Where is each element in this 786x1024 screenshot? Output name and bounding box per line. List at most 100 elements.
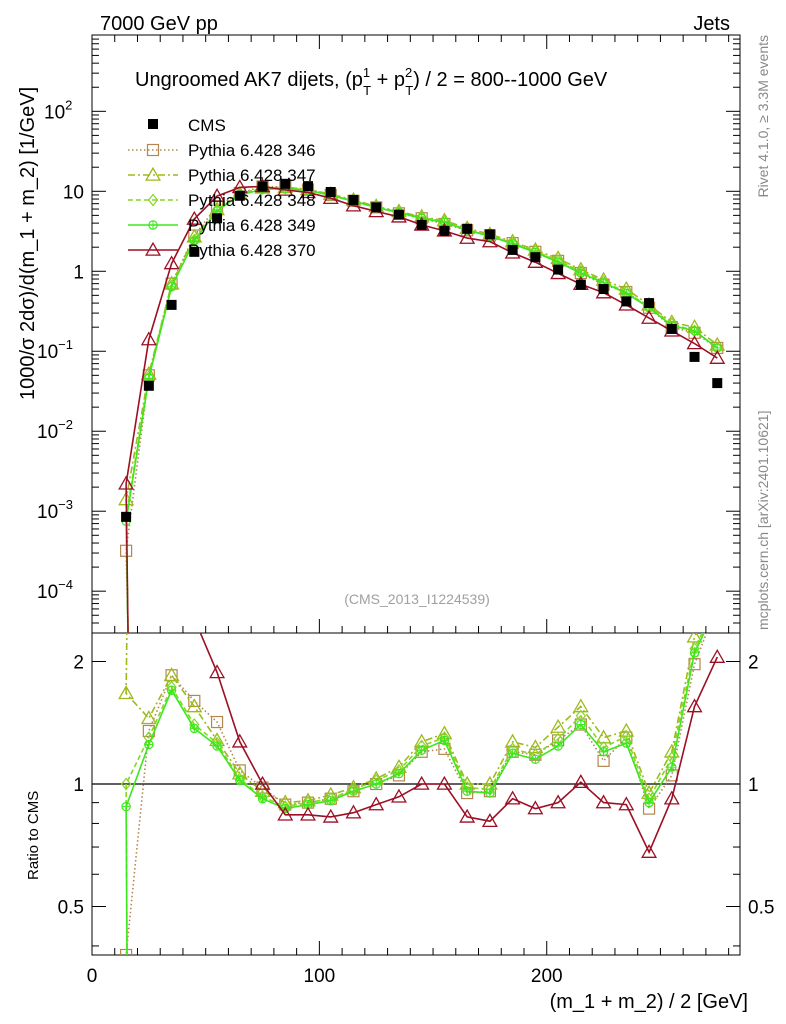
legend-label-p347: Pythia 6.428 347 — [188, 166, 316, 185]
lower-point-p346 — [210, 715, 224, 729]
cms-point — [439, 225, 450, 236]
lower-point-p370 — [254, 775, 271, 790]
lower-point-p370 — [277, 806, 294, 821]
lower-point-p370 — [300, 806, 316, 821]
upper-point-p370 — [277, 181, 294, 196]
lower-point-p370 — [663, 790, 680, 805]
upper-point-p370 — [186, 210, 203, 225]
lower-ytick-label: 1 — [73, 775, 84, 796]
upper-ytick-label: 10 — [63, 182, 84, 203]
cms-point — [371, 202, 382, 213]
lower-point-p346 — [120, 948, 133, 955]
lower-point-p347 — [118, 685, 135, 700]
upper-axes: 10−4 10−3 10−2 10−1 1 10 102 — [37, 35, 740, 634]
legend-marker-p346 — [146, 143, 160, 157]
legend-marker-cms — [148, 119, 158, 129]
upper-point-p370 — [300, 184, 316, 199]
lower-ytick-label: 2 — [73, 653, 84, 674]
upper-ytick-label: 10−3 — [37, 497, 73, 523]
cms-point — [416, 219, 427, 230]
lower-point-p370 — [322, 808, 339, 823]
legend-label-p348: Pythia 6.428 348 — [188, 191, 316, 210]
cms-point — [257, 181, 268, 192]
header-left: 7000 GeV pp — [100, 13, 218, 35]
lower-series — [118, 633, 726, 955]
lower-point-p370 — [618, 796, 635, 811]
upper-point-p370 — [709, 349, 726, 364]
cms-point — [143, 380, 154, 391]
cms-point — [484, 229, 495, 240]
upper-point-p370 — [209, 187, 226, 202]
cms-point — [212, 213, 223, 224]
upper-ytick-label: 1 — [73, 262, 84, 283]
lower-series-p349 — [121, 633, 705, 955]
cms-point — [666, 323, 677, 334]
upper-point-p370 — [118, 475, 135, 490]
lower-point-p347 — [504, 733, 521, 748]
legend-label-p349: Pythia 6.428 349 — [188, 216, 316, 235]
legend: CMS Pythia 6.428 346 Pythia 6.428 347 Pythi… — [128, 116, 316, 260]
cms-point — [166, 299, 177, 310]
lower-point-p370 — [413, 775, 430, 790]
lower-frame — [91, 632, 741, 956]
lower-series-p370 — [199, 633, 726, 858]
lower-point-p370 — [527, 800, 544, 815]
lower-line-p348 — [125, 633, 704, 955]
legend-marker-p348 — [147, 193, 159, 207]
lower-point-p347 — [527, 739, 544, 754]
cms-point — [644, 298, 655, 309]
cms-point — [303, 181, 313, 192]
lower-point-p370 — [641, 843, 658, 858]
upper-point-p370 — [686, 335, 703, 350]
cms-point — [553, 264, 564, 275]
xlabel: (m_1 + m_2) / 2 [GeV] — [550, 991, 748, 1013]
cms-point — [393, 209, 404, 220]
upper-ytick-label: 102 — [44, 97, 72, 123]
lower-series-p347 — [118, 633, 703, 809]
upper-ytick-label: 10−1 — [37, 337, 73, 363]
cms-point — [575, 279, 586, 290]
upper-series-cms — [121, 178, 723, 522]
header-right: Jets — [693, 13, 730, 35]
lower-ytick-label: 0.5 — [58, 897, 84, 918]
upper-point-p370 — [140, 331, 157, 346]
cms-point — [348, 194, 359, 205]
lower-point-p370 — [595, 794, 612, 809]
lower-line-p370 — [199, 633, 719, 855]
lower-point-p370 — [686, 698, 703, 713]
side-mcplots: mcplots.cern.ch [arXiv:2401.10621] — [755, 411, 771, 630]
lower-ytick-label-right: 0.5 — [748, 897, 774, 918]
lower-point-p370 — [459, 808, 476, 823]
upper-point-p370 — [163, 255, 180, 270]
lower-point-p347 — [186, 698, 203, 713]
upper-ytick-label: 10−4 — [37, 577, 73, 603]
lower-point-p370 — [231, 733, 248, 748]
lower-point-p370 — [481, 813, 498, 828]
legend-label-p346: Pythia 6.428 346 — [188, 141, 316, 160]
lower-point-p370 — [436, 775, 453, 790]
cms-point — [234, 190, 245, 201]
upper-ylabel: 1000/σ 2dσ)/d(m_1 + m_2) [1/GeV] — [17, 87, 39, 400]
watermark: (CMS_2013_I1224539) — [344, 591, 490, 607]
upper-point-p370 — [459, 229, 476, 244]
lower-ylabel: Ratio to CMS — [25, 791, 42, 880]
xtick-label: 100 — [304, 966, 336, 987]
lower-point-p370 — [572, 774, 589, 789]
cms-point — [621, 296, 632, 307]
lower-line-p347 — [125, 633, 698, 804]
upper-line-p349 — [125, 187, 718, 633]
lower-point-p370 — [209, 664, 226, 679]
cms-point — [280, 178, 291, 189]
upper-ytick-label: 10−2 — [37, 417, 73, 443]
lower-point-p347 — [572, 698, 589, 713]
lower-point-p347 — [140, 710, 157, 725]
lower-point-p347 — [550, 718, 567, 733]
lower-point-p347 — [686, 633, 703, 643]
side-rivet: Rivet 4.1.0, ≥ 3.3M events — [755, 35, 771, 198]
lower-point-p347 — [163, 667, 180, 682]
upper-line-p347 — [125, 186, 718, 633]
cms-point — [530, 252, 541, 263]
upper-line-p370 — [125, 185, 718, 633]
cms-point — [507, 244, 518, 255]
